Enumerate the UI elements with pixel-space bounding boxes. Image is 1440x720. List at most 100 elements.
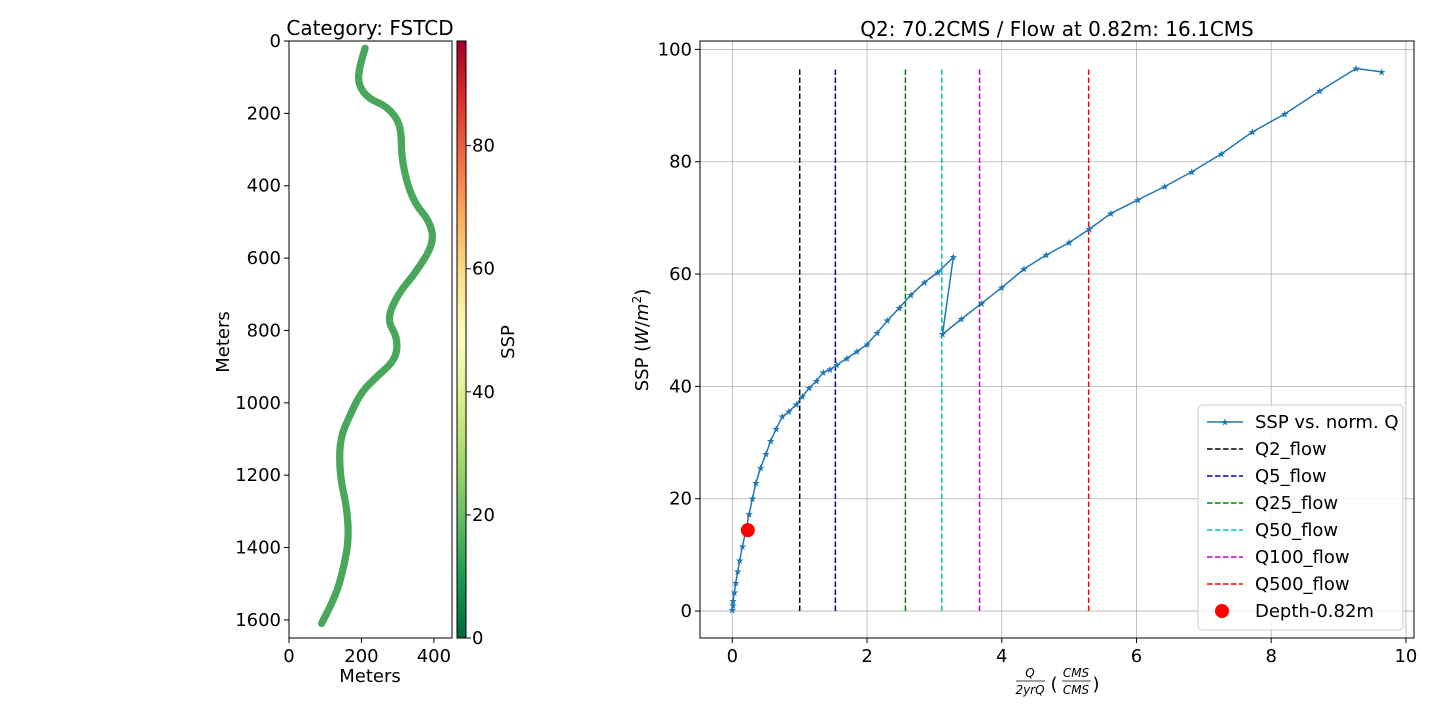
x-label-num: Q xyxy=(1025,666,1034,680)
ssp-x-tick-label: 10 xyxy=(1394,646,1417,667)
series-marker: ★ xyxy=(766,436,775,447)
x-label-paren-close: ) xyxy=(1092,674,1099,695)
series-marker: ★ xyxy=(1106,209,1115,220)
series-marker: ★ xyxy=(1133,195,1142,206)
legend-swatch-marker: ★ xyxy=(1221,418,1230,429)
series-marker: ★ xyxy=(729,601,738,612)
flow-lines xyxy=(798,68,1090,612)
legend-label: Q25_flow xyxy=(1255,493,1338,514)
colorbar-tick-label: 0 xyxy=(472,628,483,649)
map-y-tick-label: 1400 xyxy=(235,538,281,559)
series-line xyxy=(731,67,1382,611)
series-marker: ★ xyxy=(873,329,882,340)
series-marker: ★ xyxy=(1042,250,1051,261)
map-x-tick-label: 400 xyxy=(417,646,451,667)
ssp-y-tick-label: 100 xyxy=(658,39,692,60)
series-marker: ★ xyxy=(772,425,781,436)
series-marker: ★ xyxy=(1352,64,1361,75)
map-y-tick-label: 1000 xyxy=(235,393,281,414)
series-marker: ★ xyxy=(832,361,841,372)
map-y-tick-label: 200 xyxy=(247,103,281,124)
series-marker: ★ xyxy=(778,412,787,423)
series-marker: ★ xyxy=(756,463,765,474)
series-marker: ★ xyxy=(784,407,793,418)
series-marker: ★ xyxy=(906,290,915,301)
series-marker: ★ xyxy=(762,449,771,460)
map-title: Category: FSTCD xyxy=(286,16,453,40)
map-x-axis: 0 200 400 xyxy=(283,638,451,667)
ssp-x-axis: 0 2 4 6 8 10 xyxy=(727,638,1417,667)
series-marker: ★ xyxy=(812,376,821,387)
series-marker: ★ xyxy=(805,384,814,395)
series-marker: ★ xyxy=(730,588,739,599)
colorbar-label: SSP xyxy=(498,325,519,359)
legend-label: Q100_flow xyxy=(1255,547,1350,568)
series-marker: ★ xyxy=(748,494,757,505)
depth-point-layer xyxy=(740,523,755,538)
series-marker: ★ xyxy=(1217,149,1226,160)
colorbar-ticks: 0 20 40 60 80 xyxy=(466,136,495,649)
ssp-y-tick-label: 20 xyxy=(669,489,692,510)
map-y-tick-label: 1200 xyxy=(235,465,281,486)
ssp-y-tick-label: 0 xyxy=(681,601,692,622)
series-marker: ★ xyxy=(1020,265,1029,276)
series-marker: ★ xyxy=(883,316,892,327)
x-label-den: 2yrQ xyxy=(1015,683,1044,697)
ssp-title: Q2: 70.2CMS / Flow at 0.82m: 16.1CMS xyxy=(860,17,1254,41)
series-marker: ★ xyxy=(1377,67,1386,78)
x-label-paren-open: ( xyxy=(1050,674,1057,695)
ssp-series: ★★★★★★★★★★★★★★★★★★★★★★★★★★★★★★★★★★★★★★★★… xyxy=(728,64,1386,616)
series-marker: ★ xyxy=(819,368,828,379)
series-marker: ★ xyxy=(863,340,872,351)
series-marker: ★ xyxy=(997,283,1006,294)
depth-point xyxy=(740,523,755,538)
series-marker: ★ xyxy=(977,299,986,310)
series-marker: ★ xyxy=(826,365,835,376)
map-y-label: Meters xyxy=(213,311,234,373)
legend-label: Depth-0.82m xyxy=(1255,601,1374,622)
series-marker: ★ xyxy=(728,605,737,616)
series-marker: ★ xyxy=(731,578,740,589)
ssp-x-tick-label: 4 xyxy=(996,646,1007,667)
series-marker: ★ xyxy=(738,542,747,553)
legend-label: SSP vs. norm. Q xyxy=(1255,412,1399,433)
ssp-x-label: Q 2yrQ ( CMS CMS ) xyxy=(1015,666,1099,697)
ssp-y-tick-label: 60 xyxy=(669,264,692,285)
ssp-panel: Q2: 70.2CMS / Flow at 0.82m: 16.1CMS ★★★… xyxy=(630,17,1417,697)
map-y-tick-label: 600 xyxy=(247,248,281,269)
legend: ★ SSP vs. norm. Q Q2_flow Q5_flow Q25_flow Q5… xyxy=(1197,404,1404,631)
legend-items: ★ SSP vs. norm. Q Q2_flow Q5_flow Q25_flow Q5… xyxy=(1207,412,1399,622)
map-frame xyxy=(288,40,453,639)
colorbar-tick-label: 60 xyxy=(472,259,495,280)
x-label-unit-den: CMS xyxy=(1063,683,1090,697)
legend-label: Q500_flow xyxy=(1255,574,1350,595)
legend-label: Q50_flow xyxy=(1255,520,1338,541)
series-marker: ★ xyxy=(895,303,904,314)
map-x-tick-label: 0 xyxy=(283,646,294,667)
map-y-tick-label: 400 xyxy=(247,176,281,197)
series-marker: ★ xyxy=(842,354,851,365)
series-marker: ★ xyxy=(933,268,942,279)
ssp-x-tick-label: 6 xyxy=(1131,646,1142,667)
colorbar-bar xyxy=(456,40,467,639)
legend-box xyxy=(1197,404,1404,631)
series-marker: ★ xyxy=(798,392,807,403)
x-label-unit-num: CMS xyxy=(1063,666,1090,680)
series-marker: ★ xyxy=(1160,182,1169,193)
ssp-x-tick-label: 2 xyxy=(861,646,872,667)
colorbar: 0 20 40 60 80 SSP xyxy=(456,40,519,649)
series-marker: ★ xyxy=(733,567,742,578)
river-channel xyxy=(317,44,436,628)
series-marker: ★ xyxy=(1315,86,1324,97)
map-y-tick-label: 1600 xyxy=(235,610,281,631)
legend-label: Q2_flow xyxy=(1255,439,1327,460)
series-marker: ★ xyxy=(751,478,760,489)
series-marker: ★ xyxy=(938,330,947,341)
series-marker: ★ xyxy=(957,315,966,326)
series-marker: ★ xyxy=(1248,127,1257,138)
legend-swatch-point xyxy=(1215,604,1229,618)
series-marker: ★ xyxy=(792,400,801,411)
map-y-tick-label: 800 xyxy=(247,320,281,341)
ssp-x-tick-label: 8 xyxy=(1265,646,1276,667)
ssp-frame xyxy=(699,40,1415,639)
